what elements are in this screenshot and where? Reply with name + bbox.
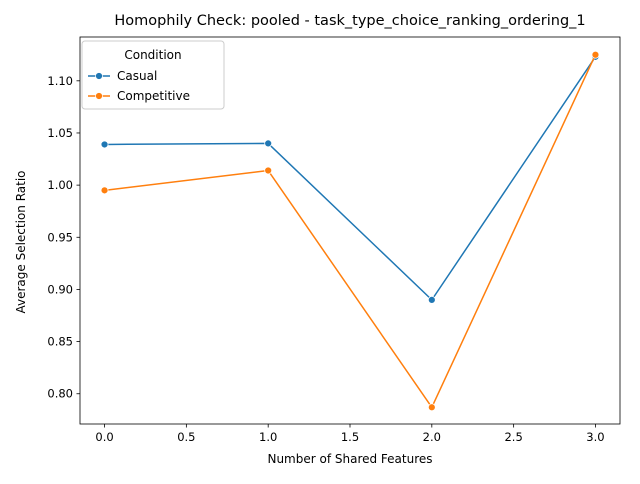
x-tick-label: 1.5 <box>341 430 359 444</box>
legend-title: Condition <box>124 48 181 62</box>
series-line-0 <box>104 56 597 301</box>
legend: Condition Casual Competitive <box>81 40 225 110</box>
x-tick-label: 3.0 <box>586 430 604 444</box>
data-point <box>264 139 273 148</box>
data-point <box>427 403 436 412</box>
series-line-1 <box>104 54 597 409</box>
x-tick-label: 2.5 <box>504 430 522 444</box>
y-tick-label: 1.00 <box>47 178 73 192</box>
y-tick-label: 0.85 <box>47 335 73 349</box>
legend-frame <box>81 40 225 110</box>
data-point <box>100 140 109 149</box>
data-point <box>264 166 273 175</box>
data-point <box>100 186 109 195</box>
x-tick-label: 2.0 <box>423 430 441 444</box>
x-axis-label: Number of Shared Features <box>267 452 432 466</box>
data-point <box>427 295 436 304</box>
y-tick-label: 1.10 <box>47 74 73 88</box>
chart-title: Homophily Check: pooled - task_type_choi… <box>114 13 585 29</box>
y-axis-label: Average Selection Ratio <box>14 170 28 313</box>
y-tick-label: 0.80 <box>47 387 73 401</box>
y-tick-label: 0.90 <box>47 282 73 296</box>
legend-entry-label: Competitive <box>117 89 190 103</box>
x-tick-label: 0.5 <box>177 430 195 444</box>
legend-swatch-marker <box>95 72 103 80</box>
series-layer <box>100 50 600 412</box>
x-tick-label: 0.0 <box>95 430 113 444</box>
x-tick-label: 1.0 <box>259 430 277 444</box>
legend-swatch-marker <box>95 92 103 100</box>
axes-layer: 0.0 0.5 1.0 1.5 2.0 2.5 3.0 0.80 0.85 0.90 0.95 1.0… <box>47 36 621 444</box>
y-tick-label: 1.05 <box>47 126 73 140</box>
legend-entries: Casual Competitive <box>88 69 190 103</box>
y-tick-label: 0.95 <box>47 230 73 244</box>
legend-entry-label: Casual <box>117 69 157 83</box>
data-point <box>591 50 600 59</box>
